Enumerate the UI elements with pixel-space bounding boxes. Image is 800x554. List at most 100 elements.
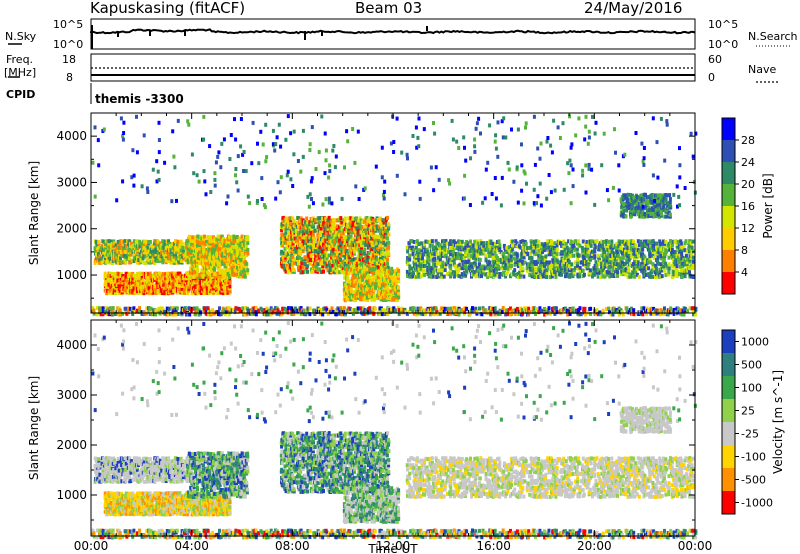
echo-cell: [361, 236, 365, 241]
echo-cell: [202, 251, 206, 256]
echo-cell: [366, 230, 370, 235]
echo-cell: [353, 238, 357, 243]
echo-cell: [386, 215, 390, 220]
echo-cell: [386, 265, 390, 270]
echo-cell: [139, 241, 143, 246]
echo-cell: [203, 285, 207, 289]
echo-cell: [325, 257, 329, 262]
echo-cell: [545, 275, 549, 279]
echo-cell: [342, 222, 346, 227]
echo-cell: [292, 221, 296, 225]
echo-cell: [412, 240, 416, 244]
echo-cell: [366, 218, 370, 223]
echo-cell: [296, 240, 300, 245]
echo-cell: [362, 281, 366, 286]
echo-cell: [452, 258, 456, 263]
echo-cell: [444, 262, 448, 267]
echo-cell: [308, 249, 312, 254]
echo-cell: [302, 235, 306, 240]
echo-cell: [421, 256, 424, 261]
echo-cell: [299, 216, 303, 221]
echo-cell: [332, 220, 336, 225]
echo-cell: [329, 228, 333, 233]
echo-cell: [154, 252, 158, 257]
echo-cell: [411, 252, 415, 257]
echo-cell: [454, 270, 458, 275]
echo-cell: [365, 271, 369, 276]
echo-cell: [283, 240, 287, 245]
echo-cell: [289, 257, 293, 262]
echo-cell: [433, 252, 437, 256]
echo-cell: [430, 239, 434, 244]
echo-cell: [379, 255, 382, 260]
echo-cell: [186, 270, 190, 275]
echo-cell: [169, 290, 173, 295]
echo-cell: [302, 224, 306, 229]
echo-cell: [515, 252, 519, 257]
echo-cell: [156, 239, 160, 244]
echo-cell: [357, 247, 361, 252]
echo-cell: [167, 239, 171, 244]
echo-cell: [234, 245, 238, 250]
echo-cell: [148, 254, 152, 259]
echo-cell: [325, 253, 329, 258]
echo-cell: [460, 239, 464, 244]
echo-cell: [158, 256, 162, 261]
echo-cell: [106, 256, 110, 261]
echo-cell: [301, 245, 305, 250]
echo-cell: [169, 284, 173, 289]
echo-cell: [607, 239, 611, 244]
echo-cell: [208, 243, 212, 248]
echo-cell: [108, 271, 112, 276]
echo-cell: [431, 250, 435, 255]
echo-cell: [370, 224, 373, 229]
echo-cell: [195, 264, 199, 268]
echo-cell: [165, 278, 169, 283]
echo-cell: [108, 278, 112, 283]
echo-cell: [570, 262, 574, 267]
echo-cell: [391, 297, 395, 302]
echo-cell: [332, 222, 336, 227]
echo-cell: [242, 241, 246, 246]
echo-cell: [100, 244, 104, 249]
echo-cell: [242, 239, 246, 243]
echo-cell: [362, 251, 366, 256]
echo-cell: [224, 280, 228, 285]
echo-cell: [228, 289, 232, 294]
echo-cell: [173, 271, 177, 276]
echo-cell: [344, 257, 348, 262]
echo-cell: [335, 268, 339, 273]
echo-cell: [310, 269, 314, 274]
echo-cell: [443, 250, 447, 254]
echo-cell: [332, 267, 336, 272]
echo-cell: [331, 218, 335, 223]
echo-cell: [328, 235, 332, 240]
echo-cell: [348, 257, 352, 262]
echo-cell: [215, 262, 219, 267]
echo-cell: [365, 253, 369, 258]
echo-cell: [389, 289, 393, 294]
echo-cell: [137, 261, 141, 265]
echo-cell: [211, 243, 215, 248]
echo-cell: [154, 287, 158, 291]
echo-cell: [408, 253, 412, 258]
echo-cell: [627, 268, 631, 273]
echo-cell: [435, 252, 439, 257]
echo-cell: [304, 239, 308, 243]
echo-cell: [582, 272, 586, 277]
echo-cell: [95, 256, 99, 261]
echo-cell: [341, 231, 345, 235]
echo-cell: [342, 253, 346, 258]
echo-cell: [207, 274, 211, 279]
echo-cell: [414, 245, 418, 250]
echo-cell: [375, 257, 379, 262]
echo-cell: [218, 264, 222, 268]
echo-cell: [187, 260, 190, 265]
echo-cell: [432, 270, 435, 275]
echo-cell: [246, 247, 250, 252]
echo-cell: [349, 234, 353, 239]
echo-cell: [204, 253, 208, 258]
echo-cell: [292, 261, 296, 266]
echo-cell: [299, 251, 303, 256]
echo-cell: [165, 244, 169, 248]
